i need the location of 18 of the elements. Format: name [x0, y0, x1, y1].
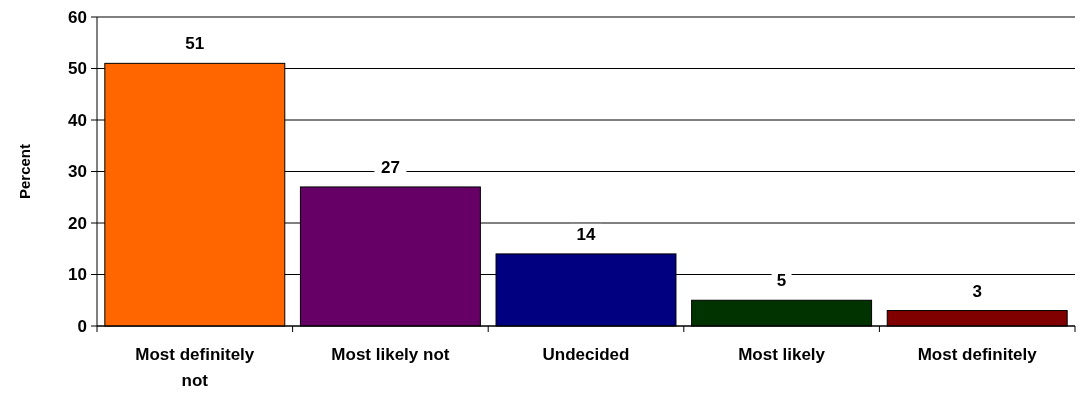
- x-tick-label: Most definitely not: [135, 345, 255, 390]
- y-tick-label: 20: [68, 213, 87, 233]
- x-tick-label: Most likely not: [331, 345, 450, 364]
- data-label: 14: [576, 224, 596, 244]
- y-tick-label: 30: [68, 162, 87, 182]
- y-tick-label: 50: [68, 59, 87, 79]
- y-tick-label: 40: [68, 110, 87, 130]
- y-tick-label: 10: [68, 265, 87, 285]
- x-tick-label: Most likely: [738, 345, 826, 364]
- x-tick-label: Most definitely: [917, 345, 1038, 364]
- x-tick-label: Undecided: [542, 345, 630, 364]
- data-label: 5: [776, 271, 787, 291]
- data-label: 51: [185, 34, 205, 54]
- data-label: 3: [972, 281, 982, 301]
- y-axis-title: Percent: [16, 143, 33, 200]
- data-label: 27: [380, 157, 400, 177]
- y-tick-label: 60: [68, 7, 87, 27]
- y-tick-label: 0: [77, 316, 87, 336]
